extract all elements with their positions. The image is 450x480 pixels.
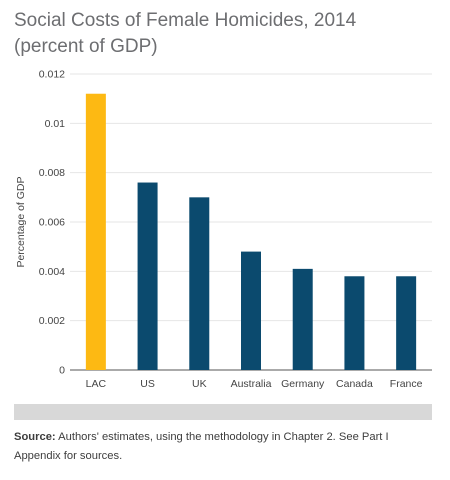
bar-germany	[292, 268, 313, 370]
chart-title: Social Costs of Female Homicides, 2014 (…	[14, 8, 356, 60]
y-tick-label: 0	[59, 365, 65, 377]
y-axis-ticks: 0 0.002 0.004 0.006 0.008 0.01 0.012	[39, 69, 65, 377]
y-tick-label: 0.004	[39, 266, 65, 278]
chart-title-line-2: (percent of GDP)	[14, 36, 158, 57]
y-tick-label: 0.006	[39, 217, 65, 229]
x-tick-label-us: US	[140, 378, 155, 390]
bar-canada	[344, 276, 365, 370]
bar-france	[396, 276, 417, 370]
y-tick-label: 0.01	[45, 118, 66, 130]
x-tick-label-france: France	[390, 378, 423, 390]
y-tick-label: 0.008	[39, 167, 65, 179]
bar-us	[137, 182, 158, 370]
x-axis-ticks: LAC US UK Australia Germany Canada France	[86, 378, 423, 390]
y-axis-label: Percentage of GDP	[15, 176, 27, 267]
y-tick-label: 0.002	[39, 315, 65, 327]
y-tick-label: 0.012	[39, 69, 65, 81]
source-label: Source:	[14, 431, 56, 443]
x-tick-label-germany: Germany	[281, 378, 325, 390]
bar-uk	[189, 197, 210, 370]
source-note: Source: Authors' estimates, using the me…	[14, 428, 436, 466]
source-divider-bar	[14, 404, 432, 420]
x-tick-label-canada: Canada	[336, 378, 373, 390]
x-tick-label-lac: LAC	[86, 378, 107, 390]
x-tick-label-uk: UK	[192, 378, 207, 390]
bar-chart: 0 0.002 0.004 0.006 0.008 0.01 0.012 LAC US UK Au…	[15, 69, 432, 390]
source-text: Authors' estimates, using the methodolog…	[14, 431, 389, 462]
bar-australia	[241, 251, 261, 370]
chart-title-line-1: Social Costs of Female Homicides, 2014	[14, 10, 357, 31]
x-tick-label-australia: Australia	[231, 378, 272, 390]
bar-lac	[85, 93, 106, 370]
bars	[85, 93, 417, 370]
